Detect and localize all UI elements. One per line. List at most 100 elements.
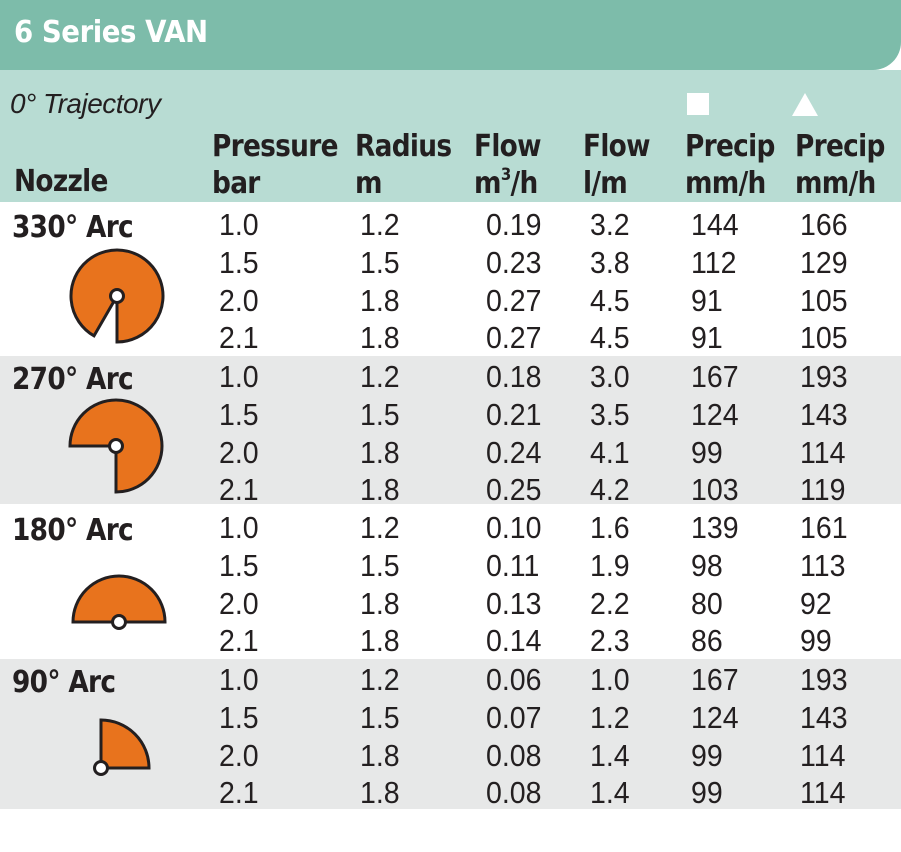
trajectory-label: 0° Trajectory xyxy=(10,88,161,119)
table-cell: 2.0 xyxy=(219,586,259,621)
group-divider xyxy=(0,656,901,659)
group-divider xyxy=(0,504,901,507)
table-cell: 91 xyxy=(691,320,723,355)
table-cell: 193 xyxy=(800,662,848,697)
table-cell: 92 xyxy=(800,586,832,621)
table-cell: 0.18 xyxy=(486,359,542,394)
table-cell: 2.1 xyxy=(219,623,259,658)
table-cell: 129 xyxy=(800,245,848,280)
arc-diagram xyxy=(69,248,165,344)
table-cell: 1.5 xyxy=(360,397,400,432)
table-cell: 1.2 xyxy=(360,207,400,242)
table-cell: 1.8 xyxy=(360,775,400,810)
table-cell: 103 xyxy=(691,472,739,507)
table-cell: 1.8 xyxy=(360,320,400,355)
table-cell: 0.19 xyxy=(486,207,542,242)
table-cell: 0.21 xyxy=(486,397,542,432)
table-cell: 166 xyxy=(800,207,848,242)
arc-label: 90° Arc xyxy=(12,665,116,700)
table-cell: 1.2 xyxy=(590,700,630,735)
table-cell: 1.8 xyxy=(360,283,400,318)
table-cell: 1.0 xyxy=(219,510,259,545)
table-cell: 124 xyxy=(691,700,739,735)
table-title: 6 Series VAN xyxy=(14,15,208,50)
table-cell: 1.5 xyxy=(219,700,259,735)
table-cell: 99 xyxy=(691,738,723,773)
table-cell: 113 xyxy=(800,548,846,583)
table-cell: 144 xyxy=(691,207,739,242)
table-cell: 193 xyxy=(800,359,848,394)
arc-diagram xyxy=(68,398,164,494)
table-cell: 1.0 xyxy=(219,662,259,697)
table-cell: 167 xyxy=(691,359,739,394)
header-pressure: Pressure bar xyxy=(212,129,339,201)
header-flow-lm: Flow l/m xyxy=(583,129,651,201)
nozzle-center-dot xyxy=(111,614,127,630)
table-cell: 4.1 xyxy=(590,435,630,470)
header-nozzle: Nozzle xyxy=(14,164,108,199)
table-cell: 1.5 xyxy=(360,700,400,735)
table-cell: 0.27 xyxy=(486,283,542,318)
arc-diagram xyxy=(93,718,151,776)
table-cell: 86 xyxy=(691,623,723,658)
arc-shape xyxy=(71,574,167,624)
table-cell: 1.4 xyxy=(590,738,630,773)
header-precip-triangle: Precip mm/h xyxy=(795,129,885,201)
table-cell: 4.2 xyxy=(590,472,630,507)
table-cell: 2.2 xyxy=(590,586,630,621)
table-cell: 0.24 xyxy=(486,435,542,470)
header-band xyxy=(0,70,901,202)
table-cell: 0.25 xyxy=(486,472,542,507)
table-cell: 1.5 xyxy=(219,245,259,280)
table-cell: 161 xyxy=(800,510,848,545)
table-cell: 1.2 xyxy=(360,510,400,545)
table-cell: 1.5 xyxy=(219,397,259,432)
arc-group xyxy=(0,657,901,809)
table-cell: 1.8 xyxy=(360,623,400,658)
table-cell: 1.9 xyxy=(590,548,630,583)
table-cell: 105 xyxy=(800,320,848,355)
table-cell: 1.0 xyxy=(590,662,630,697)
table-cell: 2.1 xyxy=(219,320,259,355)
table-cell: 1.8 xyxy=(360,586,400,621)
table-cell: 2.0 xyxy=(219,738,259,773)
table-cell: 143 xyxy=(800,700,848,735)
table-cell: 143 xyxy=(800,397,848,432)
table-cell: 99 xyxy=(800,623,832,658)
table-cell: 2.1 xyxy=(219,775,259,810)
table-cell: 1.0 xyxy=(219,207,259,242)
nozzle-center-dot xyxy=(109,288,125,304)
arc-label: 330° Arc xyxy=(12,210,134,245)
triangle-icon xyxy=(792,93,818,116)
table-cell: 119 xyxy=(800,472,846,507)
table-cell: 1.8 xyxy=(360,435,400,470)
arc-label: 180° Arc xyxy=(12,513,134,548)
table-cell: 91 xyxy=(691,283,723,318)
table-cell: 124 xyxy=(691,397,739,432)
table-cell: 2.0 xyxy=(219,435,259,470)
table-cell: 1.5 xyxy=(360,245,400,280)
table-cell: 3.2 xyxy=(590,207,630,242)
table-cell: 3.8 xyxy=(590,245,630,280)
group-divider xyxy=(0,353,901,356)
table-cell: 114 xyxy=(800,775,846,810)
table-cell: 0.27 xyxy=(486,320,542,355)
arc-diagram xyxy=(71,574,167,630)
header-flow-m3h: Flow m3/h xyxy=(474,129,542,201)
table-cell: 1.0 xyxy=(219,359,259,394)
square-icon xyxy=(687,93,709,115)
table-cell: 1.2 xyxy=(360,359,400,394)
table-cell: 1.2 xyxy=(360,662,400,697)
table-cell: 114 xyxy=(800,738,846,773)
table-cell: 99 xyxy=(691,775,723,810)
table-cell: 0.07 xyxy=(486,700,542,735)
table-cell: 80 xyxy=(691,586,723,621)
nozzle-center-dot xyxy=(93,760,109,776)
table-cell: 0.10 xyxy=(486,510,542,545)
table-cell: 0.06 xyxy=(486,662,542,697)
table-cell: 1.6 xyxy=(590,510,630,545)
table-cell: 0.08 xyxy=(486,775,542,810)
table-cell: 4.5 xyxy=(590,283,630,318)
table-cell: 0.14 xyxy=(486,623,542,658)
arc-label: 270° Arc xyxy=(12,362,134,397)
